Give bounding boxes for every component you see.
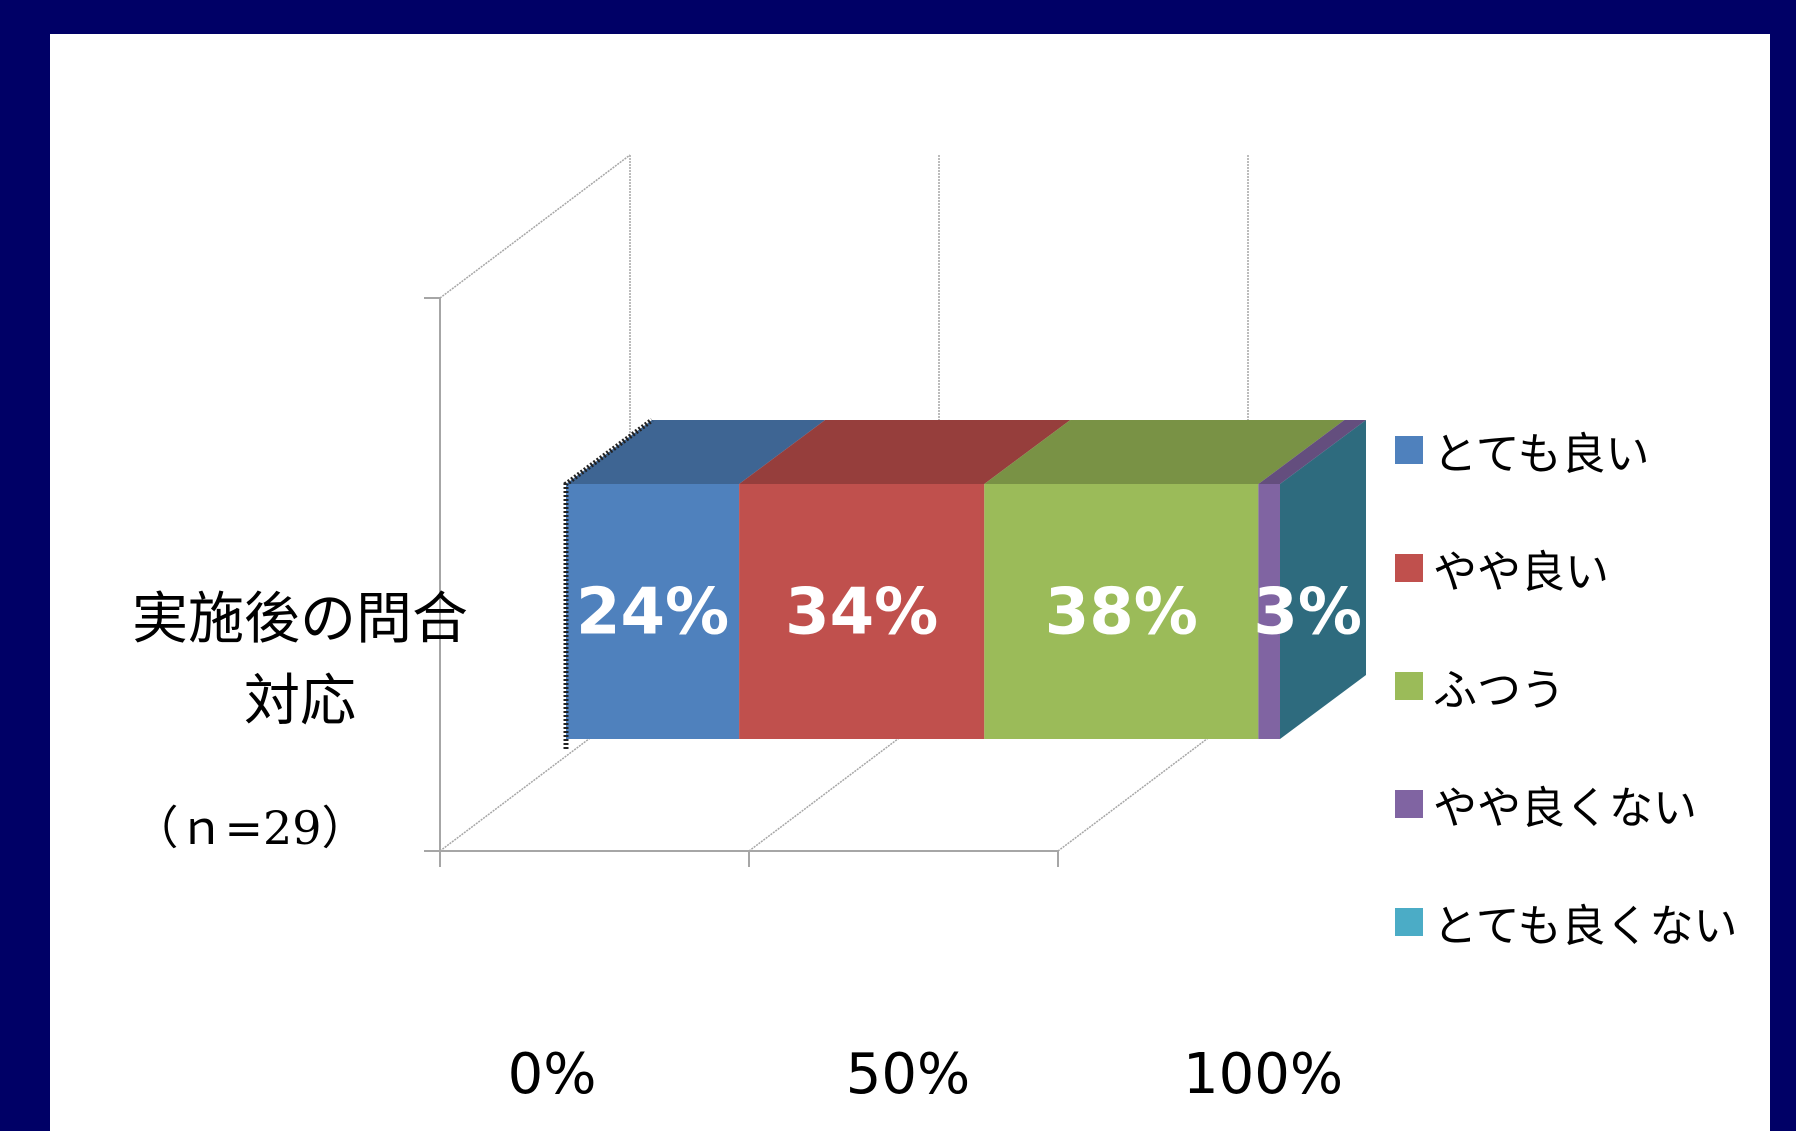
legend-swatch [1395, 908, 1423, 936]
data-label-2: 38% [1045, 576, 1198, 650]
x-tick-label-50: 50% [845, 1042, 971, 1107]
legend-label: やや良い [1433, 547, 1609, 598]
bar-segment-1 [739, 484, 985, 739]
category-sample-size: （ｎ=29） [132, 801, 368, 855]
category-label-line-2: 対応 [244, 669, 356, 734]
bar-top-1 [739, 420, 1071, 484]
legend-label: ふつう [1433, 665, 1565, 716]
legend-swatch [1395, 672, 1423, 700]
bar-segment-3 [1258, 484, 1280, 739]
bar-segment-2 [984, 484, 1259, 739]
chart-plot: 24% 34% 38% 3% [424, 154, 1366, 867]
legend-item-0: とても良い [1395, 420, 1649, 480]
x-tick-label-0: 0% [507, 1042, 597, 1107]
legend-label: やや良くない [1433, 783, 1697, 834]
bar-left-edge [563, 417, 654, 749]
data-label-3: 3% [1253, 576, 1362, 650]
left-wall-top-edge [439, 154, 631, 299]
category-label-line-1: 実施後の問合 [132, 587, 468, 652]
x-tick-label-100: 100% [1182, 1042, 1344, 1107]
bar-segment-0 [566, 484, 740, 739]
legend-item-2: ふつう [1395, 656, 1565, 716]
bar-top-3 [1258, 420, 1366, 484]
legend-label: とても良い [1433, 429, 1650, 480]
legend-item-1: やや良い [1395, 538, 1609, 598]
legend-swatch [1395, 554, 1423, 582]
data-label-0: 24% [576, 576, 729, 650]
data-label-1: 34% [785, 576, 938, 650]
legend-swatch [1395, 790, 1423, 818]
legend-item-3: やや良くない [1395, 774, 1697, 834]
bar-side [1280, 420, 1366, 739]
bar-top-2 [984, 420, 1345, 484]
chart-frame: 24% 34% 38% 3% 実施後の問合 対応 （ｎ=29） とても良いやや良いふつ… [50, 34, 1770, 1131]
legend-label: とても良くない [1433, 901, 1738, 952]
legend-item-4: とても良くない [1395, 892, 1737, 952]
legend-swatch [1395, 436, 1423, 464]
